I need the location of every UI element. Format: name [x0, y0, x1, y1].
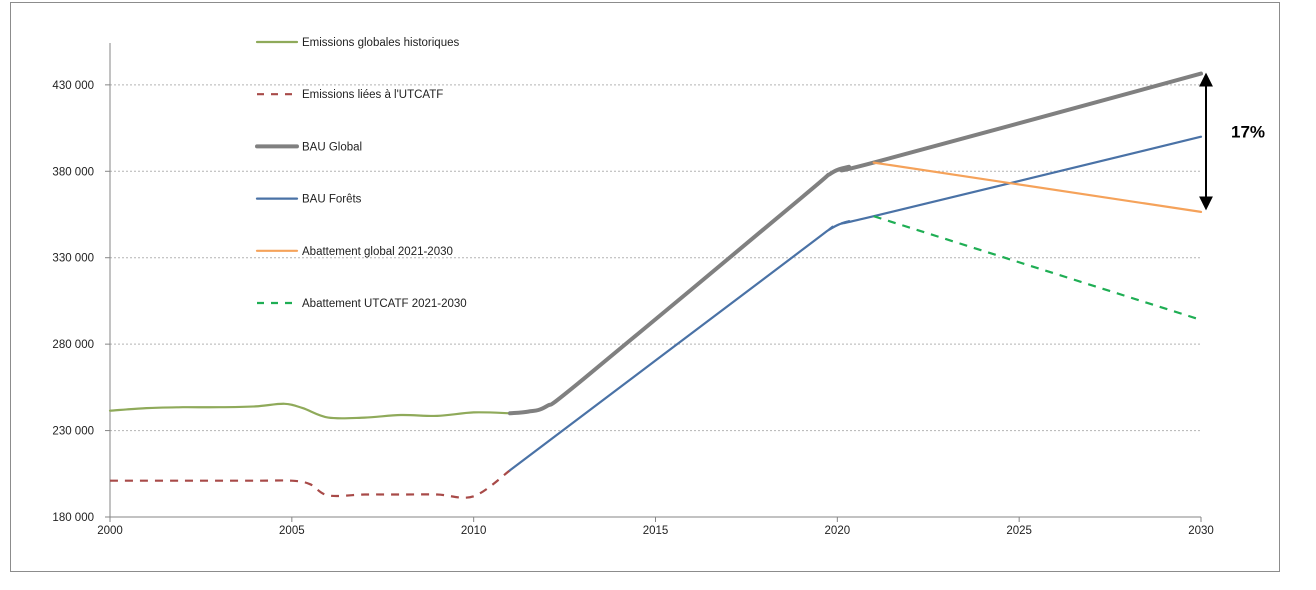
series-line-bau-global	[508, 71, 1203, 416]
y-tick-label: 380 000	[52, 166, 94, 178]
chart-frame	[10, 2, 1280, 572]
grid-lines	[110, 84, 1201, 432]
legend-label-emissions-liees-a-l-utcatf: Emissions liées à l'UTCATF	[302, 89, 443, 101]
series-lines	[108, 71, 1203, 499]
axes: 180 000 230 000 280 000 330 000 380 000 430 0…	[52, 43, 1214, 537]
x-tick-label: 2025	[1006, 525, 1032, 537]
y-tick-label: 330 000	[52, 253, 94, 265]
annotation-label: 17%	[1231, 122, 1265, 141]
y-tick-label: 230 000	[52, 426, 94, 438]
legend-label-bau-forets: BAU Forêts	[302, 194, 362, 206]
y-tick-label: 280 000	[52, 339, 94, 351]
legend-label-abattement-global-2021-2030: Abattement global 2021-2030	[302, 246, 453, 258]
y-tick-label: 180 000	[52, 512, 94, 524]
x-tick-label: 2030	[1188, 525, 1214, 537]
series-line-emissions-globales-historiques	[108, 402, 512, 420]
x-tick-label: 2000	[97, 525, 123, 537]
series-line-bau-forets	[508, 135, 1203, 472]
x-tick-label: 2005	[279, 525, 305, 537]
series-line-abattement-global-2021-2030	[872, 161, 1203, 213]
x-tick-label: 2020	[825, 525, 851, 537]
series-line-emissions-liees-a-l-utcatf	[110, 469, 511, 499]
annotations: 17%	[1199, 72, 1265, 211]
series-line-abattement-utcatf-2021-2030	[873, 215, 1202, 321]
x-tick-label: 2010	[461, 525, 487, 537]
y-tick-label: 430 000	[52, 80, 94, 92]
legend: Emissions globales historiques Emissions …	[255, 37, 467, 310]
legend-label-bau-global: BAU Global	[302, 141, 362, 153]
legend-label-emissions-globales-historiques: Emissions globales historiques	[302, 37, 459, 49]
x-tick-label: 2015	[643, 525, 669, 537]
legend-label-abattement-utcatf-2021-2030: Abattement UTCATF 2021-2030	[302, 298, 467, 310]
